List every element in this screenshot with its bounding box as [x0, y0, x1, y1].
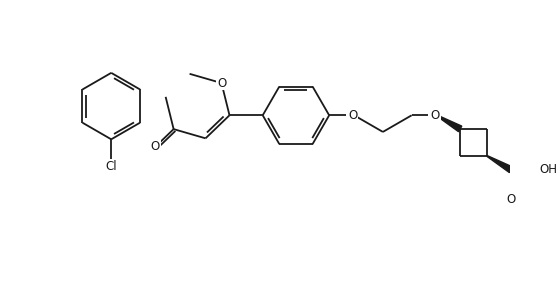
Text: O: O [348, 109, 358, 122]
Text: O: O [217, 77, 226, 90]
Text: Cl: Cl [106, 160, 117, 172]
Polygon shape [487, 156, 513, 172]
Text: O: O [507, 193, 515, 206]
Polygon shape [436, 115, 462, 132]
Text: O: O [151, 140, 160, 153]
Text: OH: OH [540, 163, 556, 176]
Text: O: O [430, 109, 440, 122]
